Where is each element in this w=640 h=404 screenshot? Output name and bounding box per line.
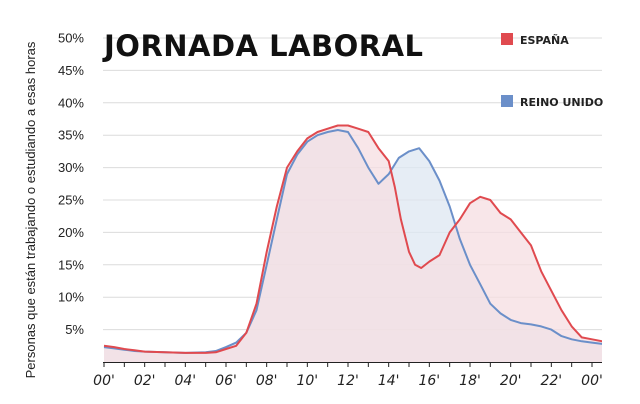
x-tick-label: 14' [378,373,400,389]
y-tick-label: 15% [58,257,84,272]
x-axis [103,362,602,367]
y-tick-label: 50% [58,31,84,46]
x-tick-label: 18' [459,373,481,389]
x-tick-label: 08' [256,373,278,389]
legend-swatch-espana [501,33,513,45]
x-tick-label: 00' [581,373,603,389]
y-tick-label: 30% [58,160,84,175]
y-tick-label: 25% [58,193,84,208]
y-tick-label: 35% [58,128,84,143]
series-line-espana [103,124,602,354]
x-tick-label: 20' [500,373,522,389]
legend-swatch-reino-unido [501,95,513,107]
legend: ESPAÑA REINO UNIDO [501,33,603,109]
x-tick-label: 04' [174,373,196,389]
x-tick-label: 12' [337,373,359,389]
x-tick-label: 16' [418,373,440,389]
y-tick-label: 20% [58,225,84,240]
x-tick-label: 06' [215,373,237,389]
x-tick-label: 10' [296,373,318,389]
y-tick-labels: 5% 10% 15% 20% 25% 30% 35% 40% 45% 50% [58,31,84,338]
y-tick-label: 45% [58,63,84,78]
legend-label-reino-unido: REINO UNIDO [520,96,603,109]
x-tick-label: 22' [540,373,562,389]
series-lines [103,124,602,354]
x-tick-labels: 00' 02' 04' 06' 08' 10' 12' 14' 16' 18' 20' 22' 00' [93,373,603,389]
x-tick-label: 02' [134,373,156,389]
series-line-reino-unido [103,129,602,354]
x-tick-label: 00' [93,373,115,389]
y-axis-label: Personas que están trabajando o estudian… [23,41,38,378]
series-area-espana [104,125,602,362]
y-tick-label: 5% [65,322,84,337]
legend-label-espana: ESPAÑA [520,34,569,47]
y-tick-label: 10% [58,290,84,305]
series-areas [104,125,602,362]
y-tick-label: 40% [58,95,84,110]
chart-title: JORNADA LABORAL [102,29,424,63]
